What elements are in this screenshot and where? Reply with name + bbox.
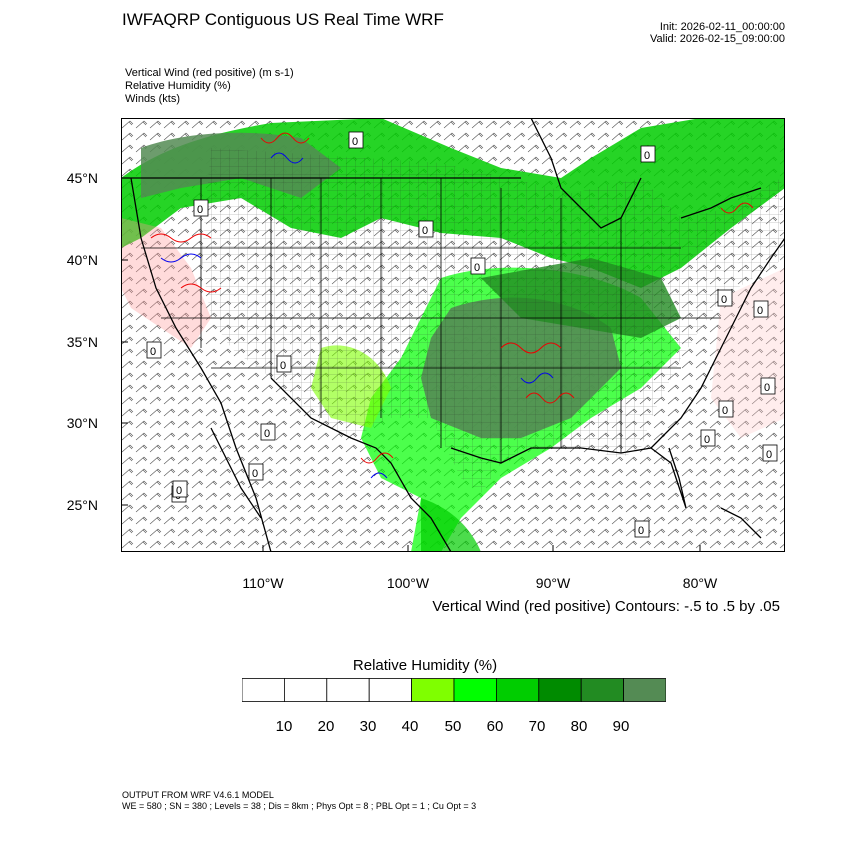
county-lines xyxy=(201,148,785,493)
svg-text:0: 0 xyxy=(252,468,258,480)
init-time: Init: 2026-02-11_00:00:00 xyxy=(659,21,785,33)
field-winds: Winds (kts) xyxy=(125,93,180,105)
plot-title: IWFAQRP Contiguous US Real Time WRF xyxy=(122,10,444,29)
colorbar-cell xyxy=(411,678,455,702)
cb-label-60: 60 xyxy=(486,718,504,735)
svg-text:0: 0 xyxy=(352,136,358,148)
colorbar-cell xyxy=(242,678,285,702)
model-info: OUTPUT FROM WRF V4.6.1 MODEL xyxy=(122,790,274,800)
svg-text:0: 0 xyxy=(722,405,728,417)
contour-label: 0 xyxy=(146,341,162,359)
contour-label: 0 xyxy=(172,480,188,498)
svg-text:0: 0 xyxy=(638,525,644,537)
contour-label: 0 xyxy=(718,400,734,418)
colorbar-cell xyxy=(538,678,582,702)
svg-text:0: 0 xyxy=(150,346,156,358)
svg-text:0: 0 xyxy=(704,434,710,446)
lon-label-90w: 90°W xyxy=(535,575,571,591)
svg-text:0: 0 xyxy=(757,305,763,317)
cb-label-40: 40 xyxy=(401,718,419,735)
svg-text:0: 0 xyxy=(197,204,203,216)
colorbar-cell xyxy=(580,678,625,702)
contour-label: 0 xyxy=(700,429,716,447)
wrf-map: 0 0 0 0 0 0 0 0 0 0 0 0 0 0 0 0 0 0 xyxy=(121,118,785,552)
contour-label: 0 xyxy=(276,355,292,373)
contour-label: 0 xyxy=(640,145,656,163)
contour-label: 0 xyxy=(634,520,650,538)
contour-label: 0 xyxy=(762,444,778,462)
svg-text:0: 0 xyxy=(766,449,772,461)
lon-label-80w: 80°W xyxy=(682,575,718,591)
contour-label: 0 xyxy=(418,220,434,238)
cb-label-70: 70 xyxy=(528,718,546,735)
rh-colorbar xyxy=(242,678,666,702)
cb-label-90: 90 xyxy=(612,718,630,735)
svg-text:0: 0 xyxy=(644,150,650,162)
lon-label-100w: 100°W xyxy=(386,575,430,591)
lat-label-25: 25°N xyxy=(66,497,98,513)
contour-label: 0 xyxy=(753,300,769,318)
contour-label: 0 xyxy=(470,257,486,275)
cb-label-50: 50 xyxy=(444,718,462,735)
lat-label-35: 35°N xyxy=(66,334,98,350)
vertical-wind-contours xyxy=(150,132,754,479)
contour-label: 0 xyxy=(193,199,209,217)
svg-text:0: 0 xyxy=(264,428,270,440)
colorbar-cell xyxy=(495,678,540,702)
model-config: WE = 580 ; SN = 380 ; Levels = 38 ; Dis … xyxy=(122,801,477,811)
svg-text:0: 0 xyxy=(764,382,770,394)
colorbar-cell xyxy=(453,678,497,702)
contour-label: 0 xyxy=(248,463,264,481)
svg-text:0: 0 xyxy=(176,485,182,497)
state-lines xyxy=(141,178,721,463)
contour-label: 0 xyxy=(260,423,276,441)
contour-zero-labels: 0 0 0 0 0 0 0 0 0 0 0 0 0 0 0 0 0 0 xyxy=(146,131,778,538)
colorbar-cell xyxy=(326,678,370,702)
colorbar-title: Relative Humidity (%) xyxy=(352,657,498,674)
cb-label-30: 30 xyxy=(359,718,377,735)
svg-text:0: 0 xyxy=(721,294,727,306)
svg-text:0: 0 xyxy=(474,262,480,274)
contour-label: 0 xyxy=(760,377,776,395)
axis-ticks xyxy=(121,177,701,552)
cb-label-20: 20 xyxy=(317,718,335,735)
cb-label-80: 80 xyxy=(570,718,588,735)
contour-note: Vertical Wind (red positive) Contours: -… xyxy=(432,598,780,615)
svg-text:0: 0 xyxy=(422,225,428,237)
cb-label-10: 10 xyxy=(275,718,293,735)
colorbar-cell xyxy=(623,678,666,702)
field-relative-humidity: Relative Humidity (%) xyxy=(125,80,231,92)
lat-label-45: 45°N xyxy=(66,170,98,186)
coastlines-and-borders xyxy=(121,118,785,552)
contour-label: 0 xyxy=(348,131,364,149)
colorbar-cell xyxy=(368,678,412,702)
svg-text:0: 0 xyxy=(280,360,286,372)
valid-time: Valid: 2026-02-15_09:00:00 xyxy=(650,33,785,45)
lon-label-110w: 110°W xyxy=(242,575,284,591)
field-vertical-wind: Vertical Wind (red positive) (m s-1) xyxy=(125,67,294,79)
colorbar-cell xyxy=(284,678,328,702)
contour-label: 0 xyxy=(717,289,733,307)
lat-label-30: 30°N xyxy=(66,415,98,431)
lat-label-40: 40°N xyxy=(66,252,98,268)
